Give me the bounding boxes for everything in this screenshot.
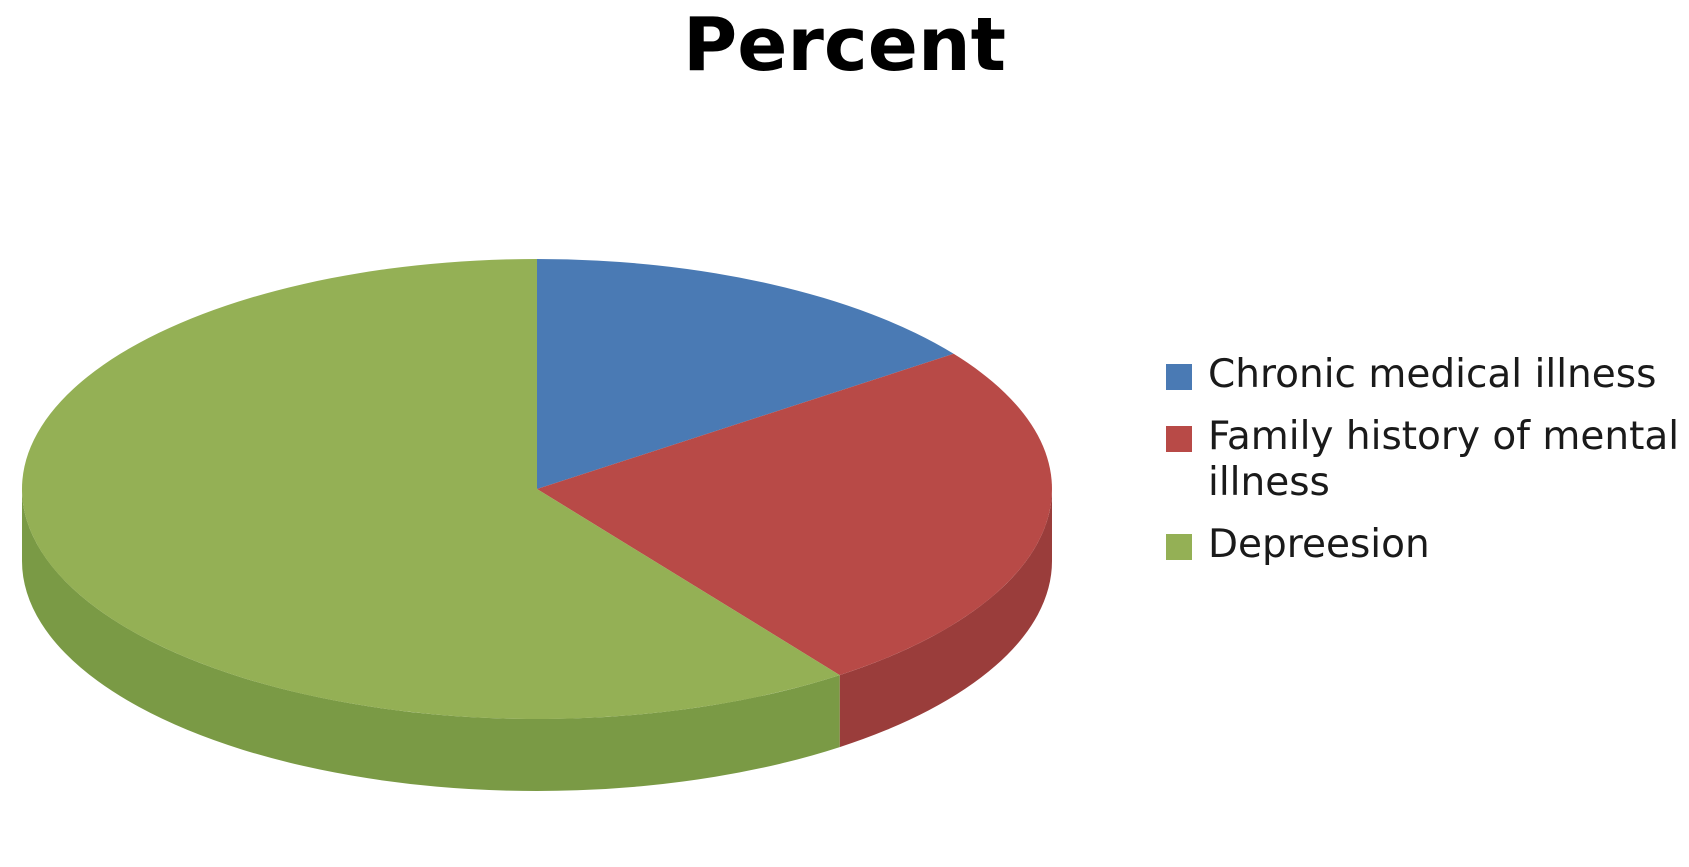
- pie-slice-depreesion[interactable]: [21, 258, 840, 719]
- pie-side-depreesion: [22, 489, 840, 791]
- legend-label-family-history: Family history of mental illness: [1208, 414, 1680, 505]
- legend-label-depreesion: Depreesion: [1208, 522, 1430, 567]
- legend-item-depreesion[interactable]: Depreesion: [1166, 522, 1686, 568]
- pie-slices: [21, 258, 1052, 719]
- pie-slice-chronic-medical-illness[interactable]: [537, 259, 954, 489]
- legend: Chronic medical illness Family history o…: [1166, 352, 1686, 584]
- pie-side-family-history: [839, 489, 1052, 748]
- legend-swatch-chronic-medical-illness: [1166, 364, 1192, 390]
- legend-label-chronic-medical-illness: Chronic medical illness: [1208, 352, 1657, 397]
- chart-title: Percent: [682, 2, 1007, 88]
- legend-item-chronic-medical-illness[interactable]: Chronic medical illness: [1166, 352, 1686, 398]
- pie-slice-family-history[interactable]: [537, 353, 1052, 676]
- legend-item-family-history[interactable]: Family history of mental illness: [1166, 414, 1686, 506]
- legend-swatch-depreesion: [1166, 534, 1192, 560]
- legend-swatch-family-history: [1166, 426, 1192, 452]
- pie-sides: [22, 489, 1052, 791]
